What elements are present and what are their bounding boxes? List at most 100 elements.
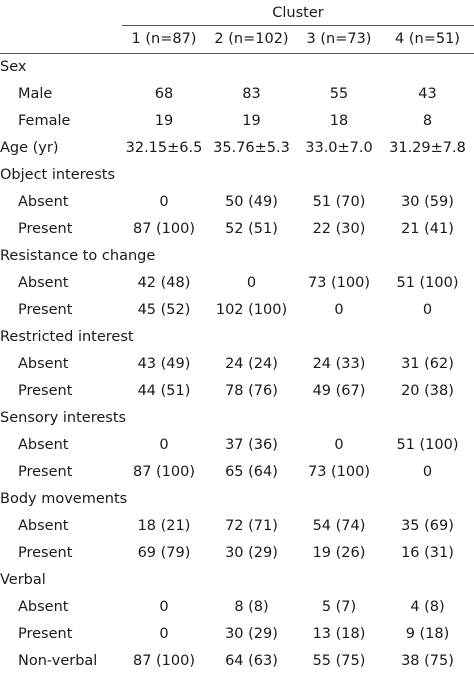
section-header-row: Sex [0,54,474,81]
table-cell: 72 (71) [225,518,278,534]
row-label: Absent [18,599,69,615]
table-cell: 8 [422,113,433,129]
table-row: Present 87 (100) 52 (51) 22 (30) 21 (41) [0,216,474,243]
table-cell: 35 (69) [401,518,454,534]
table-row: Present 45 (52) 102 (100) 0 0 [0,297,474,324]
table-cell: 18 (21) [137,518,191,534]
header-columns-row: 1 (n=87) 2 (n=102) 3 (n=73) 4 (n=51) [0,26,474,53]
table-cell: 4 (8) [410,599,445,615]
table-row: Female 19 19 18 8 [0,108,474,135]
table-cell: 32.15±6.5 [125,140,203,156]
row-label: Absent [18,194,69,210]
table-cell: 65 (64) [225,464,278,480]
section-title: Object interests [0,167,116,183]
section-header-row: Resistance to change [0,243,474,270]
section-title: Body movements [0,491,128,507]
table-cell: 22 (30) [312,221,366,237]
table-cell: 87 (100) [132,464,196,480]
section-header-row: Object interests [0,162,474,189]
table-cell: 69 (79) [137,545,191,561]
row-label: Male [18,86,53,102]
section-title: Verbal [0,572,46,588]
table-cell: 0 [159,437,169,453]
table-cell: 55 [329,86,349,102]
row-label: Absent [18,275,69,291]
column-header-4: 4 (n=51) [395,31,460,47]
row-label: Present [18,383,73,399]
table-cell: 9 (18) [405,626,450,642]
table-cell: 54 (74) [312,518,366,534]
table-cell: 0 [159,626,169,642]
section-header-row: Body movements [0,486,474,513]
row-label: Absent [18,518,69,534]
table-row: Present 0 30 (29) 13 (18) 9 (18) [0,621,474,648]
table-row: Present 44 (51) 78 (76) 49 (67) 20 (38) [0,378,474,405]
table-cell: 87 (100) [132,653,196,669]
table-cell: 0 [159,599,169,615]
table-cell: 45 (52) [137,302,191,318]
section-header-row: Sensory interests [0,405,474,432]
table-cell: 30 (59) [401,194,454,210]
table-cell: 49 (67) [312,383,366,399]
section-title: Restricted interest [0,329,134,345]
table-cell: 42 (48) [137,275,191,291]
column-header-1: 1 (n=87) [131,31,197,47]
table-cell: 37 (36) [225,437,278,453]
table-cell: 38 (75) [401,653,454,669]
table-cell: 24 (33) [312,356,366,372]
table-cell: 55 (75) [312,653,366,669]
column-header-3: 3 (n=73) [306,31,372,47]
table-row: Absent 18 (21) 72 (71) 54 (74) 35 (69) [0,513,474,540]
cluster-header-rule [122,25,474,26]
table-cell: 68 [154,86,174,102]
table-cell: 0 [422,302,433,318]
table-row: Absent 43 (49) 24 (24) 24 (33) 31 (62) [0,351,474,378]
section-header-row: Age (yr) 32.15±6.5 35.76±5.3 33.0±7.0 31.29±… [0,135,474,162]
row-label: Present [18,464,73,480]
table-cell: 24 (24) [225,356,278,372]
table-cell: 64 (63) [225,653,278,669]
column-header-2: 2 (n=102) [214,31,289,47]
table-cell: 43 (49) [137,356,191,372]
section-title: Sex [0,59,27,75]
section-title: Age (yr) [0,140,59,156]
row-label: Present [18,221,73,237]
table-row: Absent 0 50 (49) 51 (70) 30 (59) [0,189,474,216]
table-cell: 16 (31) [401,545,454,561]
row-label: Absent [18,437,69,453]
table-cell: 19 [242,113,261,129]
table-cell: 8 (8) [234,599,269,615]
row-label: Absent [18,356,69,372]
section-header-row: Restricted interest [0,324,474,351]
row-label: Present [18,626,73,642]
table-cell: 20 (38) [401,383,454,399]
table-cell: 30 (29) [225,545,278,561]
table-cell: 51 (100) [396,437,459,453]
table-cell: 78 (76) [225,383,278,399]
table-row: Present 87 (100) 65 (64) 73 (100) 0 [0,459,474,486]
table-cell: 33.0±7.0 [305,140,373,156]
table-row: Absent 0 37 (36) 0 51 (100) [0,432,474,459]
header-group-row: Cluster [0,0,474,27]
table-cell: 73 (100) [307,464,371,480]
row-label: Present [18,302,73,318]
table-cell: 52 (51) [225,221,278,237]
table-cell: 0 [422,464,433,480]
section-header-row: Verbal [0,567,474,594]
table-cell: 18 [329,113,349,129]
table-cell: 0 [334,437,344,453]
table-cell: 19 (26) [312,545,366,561]
table-cell: 83 [242,86,261,102]
header-bottom-rule [0,53,474,54]
table-cell: 87 (100) [132,221,196,237]
section-title: Resistance to change [0,248,156,264]
table-cell: 35.76±5.3 [213,140,290,156]
table-cell: 43 [418,86,437,102]
cluster-group-label: Cluster [272,5,324,21]
table-cell: 31.29±7.8 [389,140,466,156]
table-cell: 19 [154,113,174,129]
row-label: Present [18,545,73,561]
table-cell: 13 (18) [312,626,366,642]
table-cell: 50 (49) [225,194,278,210]
table-cell: 21 (41) [401,221,454,237]
